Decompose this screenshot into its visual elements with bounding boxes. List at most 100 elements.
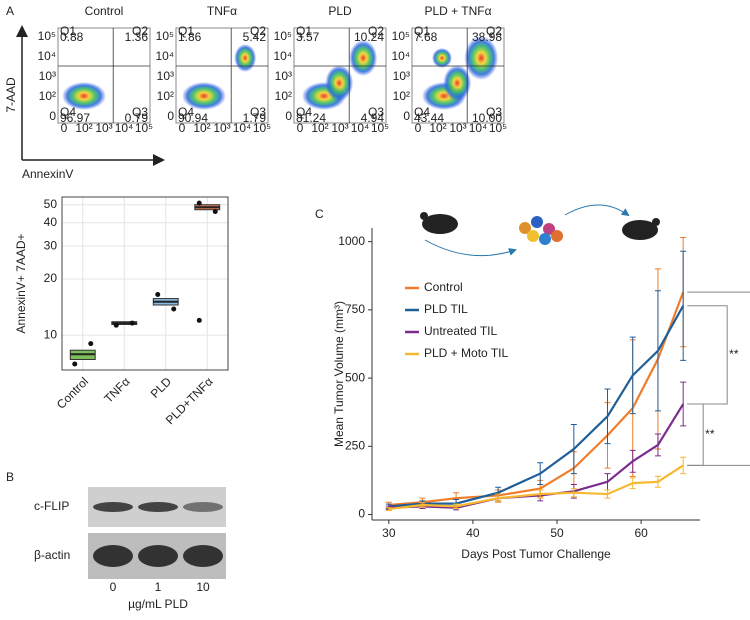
- error-bar: [680, 456, 687, 475]
- y-tick-label: 1000: [338, 234, 365, 248]
- point: [88, 341, 94, 347]
- quadrant-name: Q1: [414, 24, 430, 38]
- density-cloud: [182, 82, 226, 110]
- y-tick-label: 10: [44, 327, 58, 341]
- y-tick-label: 0: [167, 109, 174, 123]
- panel-label: C: [315, 207, 324, 221]
- x-axis-label: AnnexinV: [22, 167, 73, 181]
- bracket: [687, 403, 704, 466]
- point: [171, 306, 177, 312]
- y-tick-label: 250: [345, 438, 365, 452]
- density-cloud: [349, 40, 378, 76]
- x-tick-label: PLD: [148, 374, 175, 401]
- x-tick-label: 60: [634, 526, 648, 540]
- panel-label: A: [6, 4, 14, 18]
- bracket: [687, 291, 750, 466]
- point: [72, 361, 78, 367]
- y-tick-label: 0: [403, 109, 410, 123]
- quadrant-name: Q2: [250, 24, 266, 38]
- x-tick-label: 10³: [95, 121, 112, 135]
- line: [388, 403, 685, 509]
- significance: **: [705, 427, 715, 441]
- y-tick-label: 10⁴: [37, 49, 56, 63]
- mouse-icons: [420, 204, 660, 257]
- band: [183, 502, 223, 512]
- x-tick-label: 10⁵: [489, 121, 507, 135]
- legend-label: PLD + Moto TIL: [424, 346, 508, 360]
- quadrant-value: 90.94: [178, 111, 208, 125]
- row-label: c-FLIP: [34, 499, 69, 513]
- band: [138, 545, 178, 567]
- line: [388, 464, 684, 511]
- quadrant-value: 43.44: [414, 111, 444, 125]
- y-tick-label: 10⁵: [392, 29, 410, 43]
- panel-label: B: [6, 470, 14, 484]
- x-tick-label: 0: [61, 121, 68, 135]
- point: [196, 317, 202, 323]
- y-tick-label: 40: [44, 215, 58, 229]
- x-tick-label: 10⁴: [233, 121, 252, 135]
- x-tick-label: 10⁵: [371, 121, 389, 135]
- y-tick-label: 10²: [157, 89, 174, 103]
- error-bar: [680, 381, 687, 427]
- x-tick-label: 40: [466, 526, 480, 540]
- plot-title: Control: [85, 4, 124, 18]
- y-tick-label: 10⁵: [156, 29, 174, 43]
- x-tick-label: 10³: [213, 121, 230, 135]
- y-tick-label: 10³: [393, 69, 410, 83]
- quadrant-value: 1.36: [125, 30, 149, 44]
- lane-label: 1: [155, 580, 162, 594]
- x-tick-label: 30: [382, 526, 396, 540]
- quadrant-value: 1.79: [243, 111, 267, 125]
- density-cloud: [432, 48, 452, 68]
- y-tick-label: 30: [44, 238, 58, 252]
- quadrant-name: Q4: [296, 105, 312, 119]
- x-tick-label: 10³: [331, 121, 348, 135]
- x-tick-label: 0: [415, 121, 422, 135]
- quadrant-value: 0.88: [60, 30, 84, 44]
- quadrant-value: 10.00: [472, 111, 502, 125]
- plot-frame: [61, 196, 229, 371]
- quadrant-value: 5.42: [243, 30, 267, 44]
- y-axis-label: 7-AAD: [4, 77, 18, 113]
- point: [212, 208, 218, 214]
- x-tick-label: 0: [297, 121, 304, 135]
- legend-label: Control: [424, 280, 463, 294]
- y-tick-label: 20: [44, 271, 58, 285]
- plot-title: PLD + TNFα: [424, 4, 491, 18]
- point: [155, 292, 161, 298]
- quadrant-name: Q1: [178, 24, 194, 38]
- quadrant-value: 38.98: [472, 30, 502, 44]
- x-tick-label: 10³: [449, 121, 466, 135]
- density-cloud: [234, 44, 257, 72]
- x-tick-label: 10⁵: [253, 121, 271, 135]
- x-tick-label: 10²: [193, 121, 210, 135]
- x-tick-label: TNFα: [101, 374, 132, 405]
- quadrant-value: 1.86: [178, 30, 202, 44]
- quadrant-name: Q4: [60, 105, 76, 119]
- band: [93, 502, 133, 512]
- density-cloud: [443, 65, 472, 101]
- density-cloud: [325, 65, 354, 101]
- quadrant-name: Q3: [486, 105, 502, 119]
- quadrant-name: Q4: [414, 105, 430, 119]
- x-axis-label: Days Post Tumor Challenge: [461, 547, 611, 561]
- x-tick-label: 10⁴: [351, 121, 370, 135]
- x-tick-label: Control: [54, 374, 91, 411]
- y-tick-label: 0: [285, 109, 292, 123]
- plot-title: PLD: [328, 4, 352, 18]
- y-tick-label: 10⁴: [273, 49, 292, 63]
- quadrant-value: 0.79: [125, 111, 149, 125]
- y-tick-label: 50: [44, 197, 58, 211]
- y-tick-label: 10³: [275, 69, 292, 83]
- band: [183, 545, 223, 567]
- y-axis-label: Mean Tumor Volume (mm³): [332, 301, 346, 447]
- quadrant-value: 96.97: [60, 111, 90, 125]
- y-tick-label: 10³: [39, 69, 56, 83]
- bracket: [687, 305, 728, 405]
- y-tick-label: 10²: [39, 89, 56, 103]
- y-tick-label: 10³: [157, 69, 174, 83]
- x-tick-label: 10²: [429, 121, 446, 135]
- band: [138, 502, 178, 512]
- quadrant-name: Q1: [60, 24, 76, 38]
